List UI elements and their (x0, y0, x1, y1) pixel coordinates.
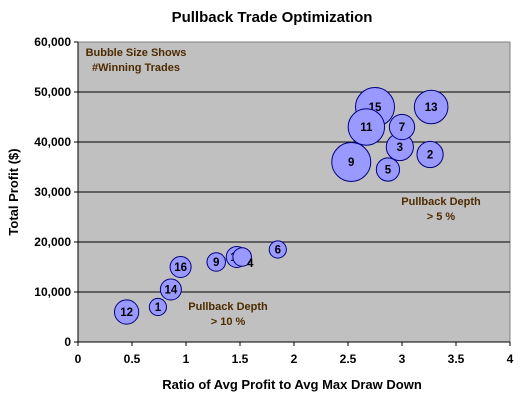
bubble-label: 13 (425, 102, 438, 114)
bubble (388, 113, 416, 141)
bubble (268, 240, 287, 259)
y-tick-label: 0 (64, 335, 71, 349)
bubble-label: 2 (427, 150, 433, 162)
group-low-label-line1: Pullback Depth (188, 301, 268, 313)
bubble (206, 252, 227, 272)
y-tick-label: 60,000 (34, 35, 71, 49)
x-tick-label: 0.5 (124, 352, 141, 366)
bubble-label: 7 (399, 122, 405, 134)
bubble (331, 142, 372, 182)
x-tick-label: 2 (291, 352, 298, 366)
y-tick-label: 10,000 (34, 285, 71, 299)
bubble-label: 9 (213, 257, 219, 269)
bubble (347, 108, 386, 146)
y-tick-label: 30,000 (34, 185, 71, 199)
bubble-label: 3 (397, 142, 403, 154)
group-high-label-line2: > 5 % (427, 211, 456, 223)
bubble (169, 255, 192, 279)
x-axis-ticks: 0 0.5 1 1.5 2 2.5 3 3.5 4 (75, 341, 514, 366)
y-axis-ticks: 0 10,000 20,000 30,000 40,000 50,000 60,000 (34, 35, 79, 349)
x-tick-label: 1 (183, 352, 190, 366)
bubble-size-note-line2: #Winning Trades (92, 62, 180, 74)
bubble-label: 1 (155, 302, 162, 314)
x-tick-label: 4 (507, 352, 514, 366)
group-high-label-line1: Pullback Depth (401, 196, 481, 208)
y-tick-label: 20,000 (34, 235, 71, 249)
y-axis-label: Total Profit ($) (6, 148, 21, 235)
bubble (159, 278, 182, 301)
bubble-label: 9 (348, 157, 354, 169)
y-tick-label: 40,000 (34, 135, 71, 149)
x-tick-label: 1.5 (232, 352, 249, 366)
bubble (413, 89, 449, 125)
x-axis-label: Ratio of Avg Profit to Avg Max Draw Down (162, 377, 422, 392)
y-tick-label: 50,000 (34, 85, 71, 99)
bubble (148, 297, 167, 317)
group-low-label-line2: > 10 % (211, 316, 246, 328)
bubble-label: 14 (164, 285, 177, 297)
bubble-label: 12 (120, 307, 133, 319)
x-tick-label: 3.5 (448, 352, 465, 366)
x-tick-label: 3 (399, 352, 406, 366)
chart-title: Pullback Trade Optimization (172, 9, 373, 26)
bubble-label: 6 (275, 245, 281, 257)
bubble (113, 299, 140, 325)
bubble-series: 91511133271251416109416 (113, 87, 449, 325)
bubble-size-note-line1: Bubble Size Shows (86, 47, 187, 59)
bubble (416, 140, 444, 169)
x-tick-label: 2.5 (340, 352, 357, 366)
bubble-label: 16 (174, 262, 187, 274)
bubble (232, 247, 252, 267)
bubble (375, 157, 401, 182)
bubble-label: 5 (385, 165, 392, 177)
x-tick-label: 0 (75, 352, 82, 366)
bubble-label: 11 (360, 122, 373, 134)
bubble-label: 4 (247, 258, 254, 270)
